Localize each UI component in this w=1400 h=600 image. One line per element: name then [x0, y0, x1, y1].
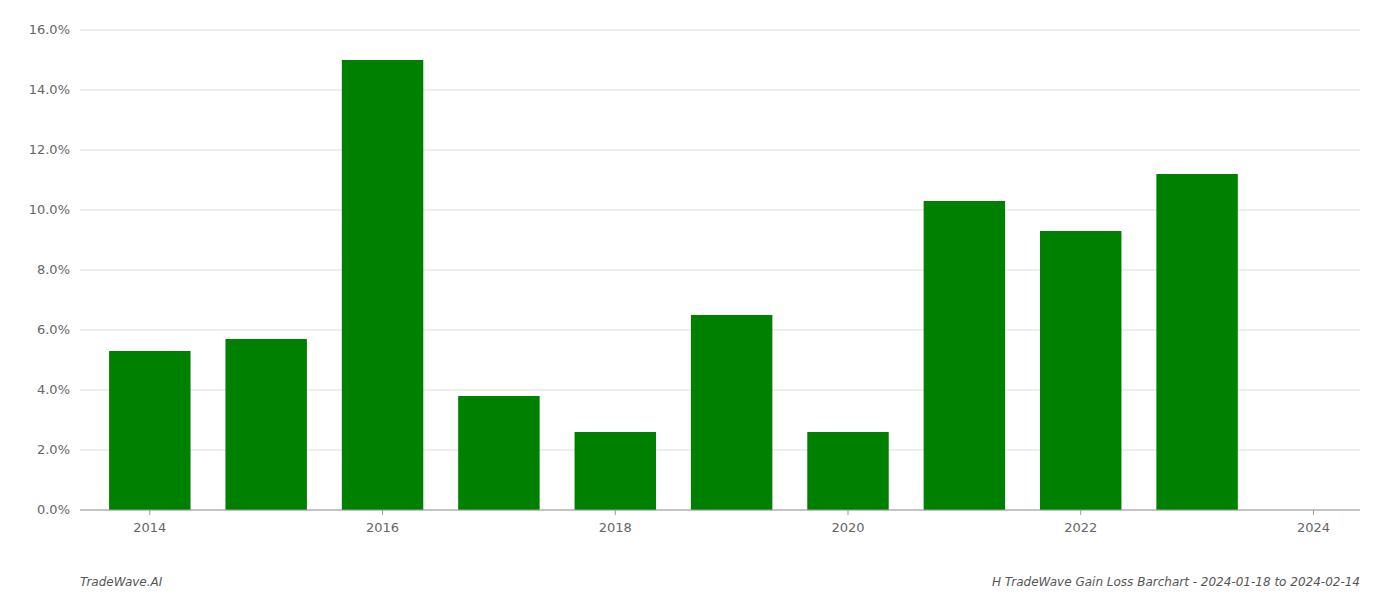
y-tick-label: 16.0%	[29, 22, 70, 37]
grid-line	[80, 90, 1360, 91]
footer-text: H TradeWave Gain Loss Barchart - 2024-01…	[992, 575, 1360, 589]
bar	[342, 60, 423, 510]
x-axis: 2014 2016 2018 2020 2022 2024	[80, 510, 1360, 535]
bar	[691, 315, 772, 510]
y-tick-label: 0.0%	[37, 502, 70, 517]
bar	[575, 432, 656, 510]
x-tick-label: 2024	[1297, 520, 1330, 535]
y-tick-label: 2.0%	[37, 442, 70, 457]
x-tick-label: 2022	[1064, 520, 1097, 535]
grid-line	[80, 30, 1360, 31]
grid-line	[80, 150, 1360, 151]
y-grid	[80, 30, 1360, 510]
x-tick	[848, 510, 849, 515]
bars	[109, 60, 1238, 510]
bar	[1040, 231, 1121, 510]
x-tick-label: 2014	[133, 520, 166, 535]
y-tick-label: 8.0%	[37, 262, 70, 277]
y-tick-label: 14.0%	[29, 82, 70, 97]
y-tick-label: 6.0%	[37, 322, 70, 337]
x-tick-label: 2016	[366, 520, 399, 535]
y-axis: 0.0% 2.0% 4.0% 6.0% 8.0% 10.0% 12.0% 14.0% 16.0%	[29, 22, 70, 517]
footer: TradeWave.AI H TradeWave Gain Loss Barcha…	[80, 575, 1360, 589]
x-tick	[1313, 510, 1314, 515]
bar	[458, 396, 539, 510]
x-tick-label: 2018	[599, 520, 632, 535]
y-tick-label: 12.0%	[29, 142, 70, 157]
x-tick	[382, 510, 383, 515]
bar	[1156, 174, 1237, 510]
x-tick-label: 2020	[831, 520, 864, 535]
bar	[225, 339, 306, 510]
y-tick-label: 10.0%	[29, 202, 70, 217]
grid-line	[80, 510, 1360, 511]
chart-container: 0.0% 2.0% 4.0% 6.0% 8.0% 10.0% 12.0% 14.0% 16.0%…	[0, 0, 1400, 600]
x-tick	[1080, 510, 1081, 515]
bar	[807, 432, 888, 510]
y-tick-label: 4.0%	[37, 382, 70, 397]
x-tick	[615, 510, 616, 515]
chart-svg: 0.0% 2.0% 4.0% 6.0% 8.0% 10.0% 12.0% 14.0% 16.0%…	[0, 0, 1400, 600]
bar	[924, 201, 1005, 510]
footer-text: TradeWave.AI	[80, 575, 163, 589]
bar	[109, 351, 190, 510]
x-axis-line	[80, 510, 1360, 511]
x-tick	[149, 510, 150, 515]
